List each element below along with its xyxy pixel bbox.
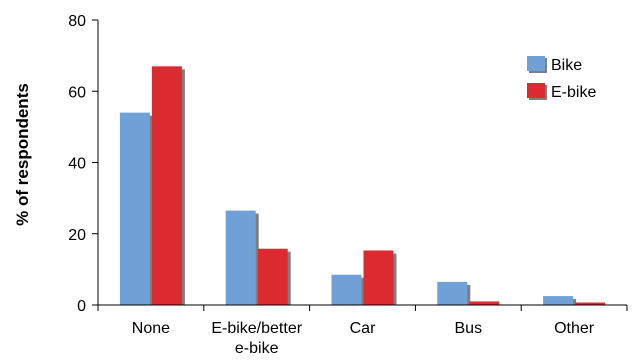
bar-e-bike — [575, 302, 606, 305]
x-tick-label: Car — [350, 320, 376, 337]
bars — [119, 66, 606, 305]
legend-label: Bike — [551, 57, 582, 74]
bar-bike — [437, 281, 468, 305]
legend: Bike E-bike — [527, 56, 596, 101]
bar-bike — [543, 296, 574, 305]
y-axis: 0 20 40 60 80 — [68, 13, 98, 315]
x-tick-label: E-bike/better e-bike — [211, 320, 302, 357]
bar-e-bike — [257, 248, 288, 305]
bar-e-bike — [363, 250, 394, 305]
bar-bike — [225, 210, 256, 305]
x-tick-label: Other — [554, 320, 595, 337]
bar-e-bike — [151, 66, 182, 305]
y-tick-label: 60 — [68, 84, 86, 101]
y-tick-label: 20 — [68, 227, 86, 244]
y-tick-label: 40 — [68, 156, 86, 173]
y-tick-label: 0 — [77, 298, 86, 315]
x-tick-label: Bus — [455, 320, 483, 337]
y-axis-title: % of respondents — [13, 83, 32, 226]
y-tick-label: 80 — [68, 13, 86, 30]
legend-swatch — [527, 83, 545, 98]
bar-e-bike — [469, 301, 500, 305]
bar-bike — [119, 112, 150, 305]
legend-label: E-bike — [551, 84, 596, 101]
bar-bike — [331, 274, 362, 305]
legend-swatch — [527, 56, 545, 71]
x-axis: None E-bike/better e-bike Car Bus Other — [97, 305, 628, 357]
x-tick-label: None — [132, 320, 170, 337]
